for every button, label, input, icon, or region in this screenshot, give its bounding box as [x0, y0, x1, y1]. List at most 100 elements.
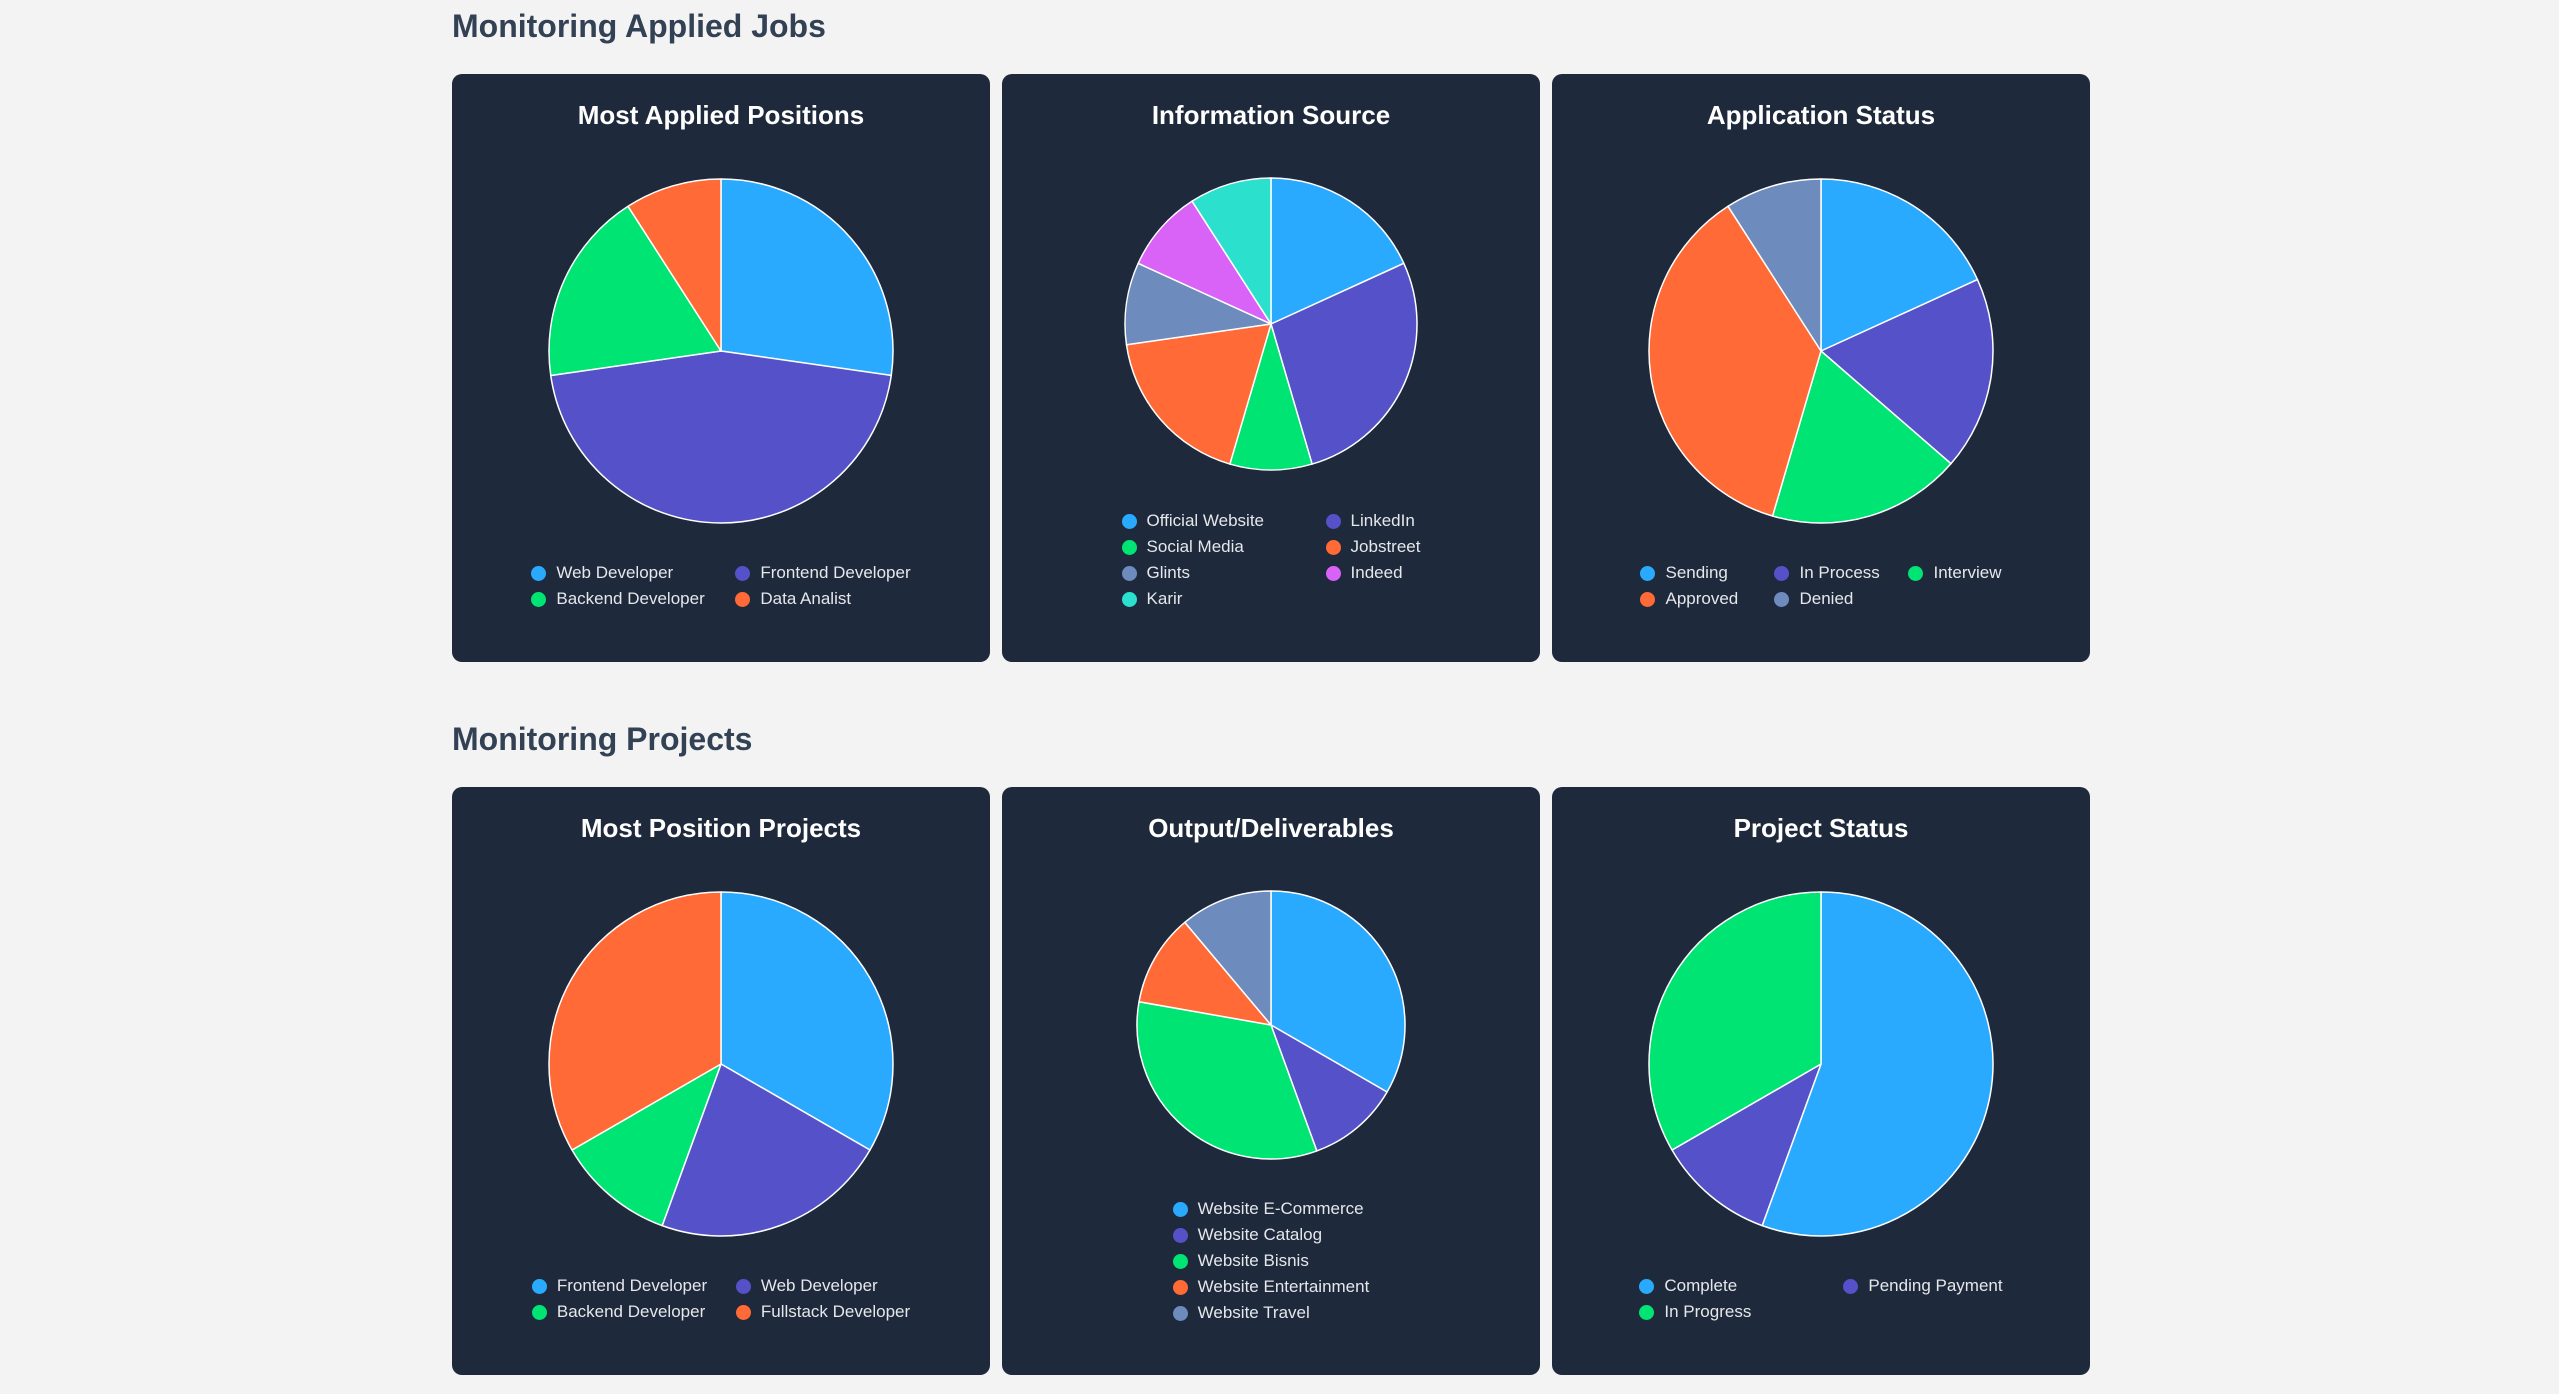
legend-item-karir[interactable]: Karir: [1121, 589, 1292, 609]
pie-slice-social-media[interactable]: [1229, 323, 1313, 471]
applied-jobs-chart-grid: Most Applied Positions Web Developer Fron…: [452, 74, 2090, 662]
legend-label: Indeed: [1350, 563, 1403, 582]
legend-item-social-media[interactable]: Social Media: [1121, 537, 1292, 557]
legend-label: Backend Developer: [556, 1302, 706, 1321]
legend-label: Frontend Developer: [556, 1276, 708, 1295]
legend-item-frontend-developer[interactable]: Frontend Developer: [531, 1276, 707, 1296]
legend-swatch: [1172, 1201, 1188, 1217]
legend-item-interview[interactable]: Interview: [1908, 563, 2002, 583]
legend-swatch: [1908, 565, 1924, 581]
chart-legend: Complete Pending Payment In Progress: [1552, 1276, 2090, 1322]
chart-legend: Web Developer Frontend Developer Backend D…: [452, 563, 990, 609]
section-title-applied-jobs: Monitoring Applied Jobs: [452, 8, 826, 44]
pie-slice-frontend-developer[interactable]: [720, 891, 894, 1151]
pie-slice-jobstreet[interactable]: [1125, 323, 1272, 465]
legend-swatch: [531, 1278, 547, 1294]
pie-slice-sending[interactable]: [1820, 178, 1979, 352]
legend-item-website-catalog[interactable]: Website Catalog: [1172, 1225, 1370, 1245]
legend-item-in-progress[interactable]: In Progress: [1639, 1302, 1809, 1322]
pie-slice-official-website[interactable]: [1270, 177, 1405, 325]
pie-slice-pending-payment[interactable]: [1671, 1063, 1822, 1227]
legend-swatch: [531, 591, 547, 607]
pie-slice-complete[interactable]: [1761, 891, 1994, 1237]
legend-item-frontend-developer[interactable]: Frontend Developer: [735, 563, 911, 583]
legend-label: Website E-Commerce: [1197, 1199, 1364, 1218]
chart-title: Project Status: [1733, 813, 1909, 843]
pie-slice-in-progress[interactable]: [1648, 891, 1822, 1151]
chart-title: Information Source: [1151, 100, 1391, 130]
pie-slice-linkedin[interactable]: [1270, 262, 1418, 465]
legend-item-glints[interactable]: Glints: [1121, 563, 1292, 583]
legend-item-website-travel[interactable]: Website Travel: [1172, 1303, 1370, 1323]
legend-item-website-entertainment[interactable]: Website Entertainment: [1172, 1277, 1369, 1297]
legend-item-in-process[interactable]: In Process: [1774, 563, 1880, 583]
legend-item-fullstack-developer[interactable]: Fullstack Developer: [735, 1302, 910, 1322]
legend-item-approved[interactable]: Approved: [1640, 589, 1740, 609]
pie-slice-website-catalog[interactable]: [1270, 1024, 1388, 1152]
pie-slice-backend-developer[interactable]: [548, 205, 722, 377]
pie-slice-interview[interactable]: [1771, 350, 1952, 524]
pie-slice-glints[interactable]: [1124, 262, 1272, 346]
legend-swatch: [1640, 591, 1656, 607]
legend-label: Pending Payment: [1868, 1276, 2003, 1295]
legend-label: Karir: [1146, 589, 1183, 608]
legend-swatch: [1172, 1305, 1188, 1321]
pie-slice-website-bisnis[interactable]: [1136, 1000, 1318, 1160]
legend-swatch: [1325, 539, 1341, 555]
pie-slice-website-e-commerce[interactable]: [1270, 890, 1406, 1093]
pie-slice-data-analist[interactable]: [627, 178, 722, 352]
legend-item-data-analist[interactable]: Data Analist: [735, 589, 910, 609]
legend-grid: Complete Pending Payment In Progress: [1639, 1276, 2003, 1322]
pie-slice-web-developer[interactable]: [661, 1063, 871, 1237]
pie-chart: [1648, 891, 1994, 1237]
pie-slice-backend-developer[interactable]: [571, 1063, 722, 1227]
legend-item-official-website[interactable]: Official Website: [1121, 511, 1292, 531]
pie-slice-website-travel[interactable]: [1184, 890, 1272, 1026]
chart-legend: Official Website LinkedIn Social Media Jobs…: [1002, 511, 1540, 609]
legend-label: Backend Developer: [556, 589, 705, 608]
legend-swatch: [531, 1304, 547, 1320]
legend-item-linkedin[interactable]: LinkedIn: [1325, 511, 1421, 531]
legend-item-pending-payment[interactable]: Pending Payment: [1843, 1276, 2003, 1296]
legend-item-web-developer[interactable]: Web Developer: [531, 563, 701, 583]
legend-item-jobstreet[interactable]: Jobstreet: [1325, 537, 1421, 557]
legend-swatch: [1640, 565, 1656, 581]
legend-label: Official Website: [1146, 511, 1265, 530]
legend-swatch: [1843, 1278, 1859, 1294]
legend-item-website-e-commerce[interactable]: Website E-Commerce: [1172, 1199, 1370, 1219]
legend-item-complete[interactable]: Complete: [1639, 1276, 1809, 1296]
legend-label: Approved: [1665, 589, 1739, 608]
legend-swatch: [1639, 1304, 1655, 1320]
legend-item-backend-developer[interactable]: Backend Developer: [531, 1302, 706, 1322]
pie-slice-denied[interactable]: [1727, 178, 1822, 352]
legend-item-website-bisnis[interactable]: Website Bisnis: [1172, 1251, 1370, 1271]
pie-slice-web-developer[interactable]: [720, 178, 894, 377]
legend-label: Jobstreet: [1350, 537, 1421, 556]
pie-slice-website-entertainment[interactable]: [1138, 921, 1272, 1026]
legend-item-denied[interactable]: Denied: [1774, 589, 1874, 609]
pie-slice-fullstack-developer[interactable]: [548, 891, 722, 1151]
legend-label: Sending: [1665, 563, 1728, 582]
legend-item-indeed[interactable]: Indeed: [1325, 563, 1421, 583]
pie-slice-indeed[interactable]: [1137, 200, 1272, 325]
legend-label: Web Developer: [556, 563, 674, 582]
pie-chart: [548, 178, 894, 524]
legend-swatch: [1774, 565, 1790, 581]
legend-swatch: [1172, 1279, 1188, 1295]
chart-card-project-status: Project Status Complete Pending Payment In…: [1552, 787, 2090, 1375]
pie-chart: [1136, 890, 1406, 1160]
pie-slice-approved[interactable]: [1648, 205, 1822, 517]
pie-slice-frontend-developer[interactable]: [550, 350, 892, 524]
legend-swatch: [735, 1304, 751, 1320]
chart-legend: Frontend Developer Web Developer Backend D…: [452, 1276, 990, 1322]
pie-slice-karir[interactable]: [1191, 177, 1272, 325]
section-title-projects: Monitoring Projects: [452, 721, 753, 757]
pie-slice-in-process[interactable]: [1820, 278, 1994, 465]
legend-item-backend-developer[interactable]: Backend Developer: [531, 589, 705, 609]
legend-item-web-developer[interactable]: Web Developer: [735, 1276, 910, 1296]
chart-legend: Website E-Commerce Website Catalog Website…: [1002, 1199, 1540, 1323]
legend-swatch: [1774, 591, 1790, 607]
legend-item-sending[interactable]: Sending: [1640, 563, 1740, 583]
legend-label: Denied: [1799, 589, 1854, 608]
legend-label: Interview: [1933, 563, 2002, 582]
